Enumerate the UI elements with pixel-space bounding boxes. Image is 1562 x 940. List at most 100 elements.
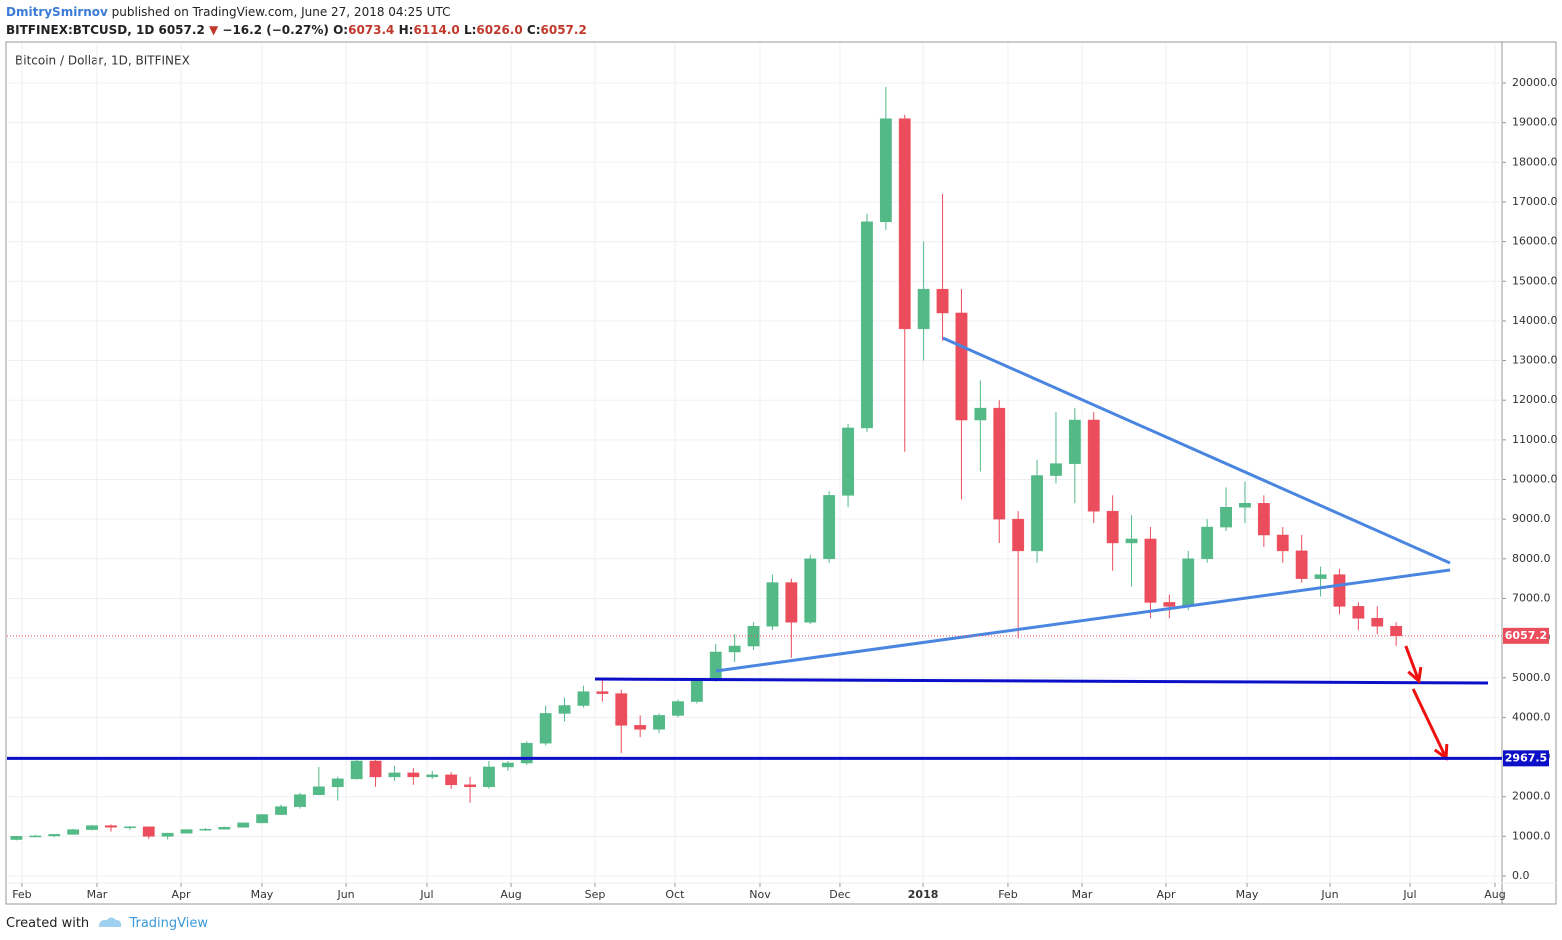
x-tick-label: Sep [585, 888, 606, 901]
y-tick-label: 12000.0 [1512, 393, 1558, 406]
x-tick-label: Mar [1072, 888, 1093, 901]
h-label: H: [398, 23, 414, 37]
arrow: ▼ [208, 23, 219, 37]
candle-body [1012, 518, 1025, 552]
candle-body [67, 829, 80, 835]
y-tick-label: 19000.0 [1512, 116, 1558, 129]
arrow [1404, 645, 1423, 684]
level-label-box [1503, 750, 1549, 767]
trend-line [594, 677, 1489, 685]
candle-body [426, 774, 439, 778]
candle-body [142, 826, 155, 837]
candle-body [747, 625, 760, 647]
h: 6114.0 [413, 23, 460, 37]
change: −16.2 (−0.27%) [222, 23, 329, 37]
candle-body [1390, 625, 1403, 637]
candle-body [331, 778, 344, 788]
logo [99, 917, 122, 927]
candle-body [294, 794, 306, 807]
footer: Created with TradingView [6, 913, 208, 931]
candle-body [275, 806, 287, 815]
header: DmitrySmirnov published on TradingView.c… [6, 3, 587, 39]
y-tick-label: 8000.0 [1512, 552, 1551, 565]
candle-body [974, 407, 987, 421]
candle-body [1333, 574, 1346, 607]
o-label: O: [333, 23, 349, 37]
frame [5, 41, 1557, 905]
x-tick-label: Oct [665, 888, 685, 901]
candle-body [596, 691, 609, 694]
candle-body [804, 558, 817, 623]
candle-body [936, 288, 949, 314]
l: 6026.0 [476, 23, 523, 37]
candle-body [993, 407, 1006, 520]
x-tick-label: Aug [500, 888, 521, 901]
trend-line [715, 568, 1451, 673]
last: 6057.2 [158, 23, 205, 37]
x-tick-label: Apr [1156, 888, 1176, 901]
candle-body [1050, 463, 1062, 476]
candle-body [1257, 503, 1270, 536]
candle-body [823, 495, 836, 560]
y-tick-label: 5000.0 [1512, 671, 1551, 684]
symbol: BITFINEX:BTCUSD, 1D [6, 23, 155, 37]
level-label: 2967.5 [1505, 751, 1547, 764]
candle-body [766, 582, 779, 627]
header-line2: BITFINEX:BTCUSD, 1D 6057.2 ▼ −16.2 (−0.2… [6, 21, 587, 39]
x-tick-label: Dec [829, 888, 850, 901]
y-tick-label: 1000.0 [1512, 829, 1551, 842]
l-label: L: [463, 23, 477, 37]
y-tick-label: 7000.0 [1512, 591, 1551, 604]
o: 6073.4 [348, 23, 395, 37]
candle-body [1220, 507, 1232, 528]
y-tick-label: 16000.0 [1512, 235, 1558, 248]
candle-body [1352, 606, 1365, 619]
candle-body [709, 651, 722, 680]
candle-body [10, 836, 23, 840]
x-tick-label: Nov [749, 888, 771, 901]
y-tick-label: 10000.0 [1512, 473, 1558, 486]
candle-body [1125, 538, 1138, 544]
candle-body [1068, 419, 1081, 464]
x-tick-label: Jun [336, 888, 354, 901]
created: Created with [6, 916, 90, 931]
candle-body [218, 826, 231, 830]
chart: Bitcoin / Dollar, 1D, BITFINEX 0.0 1000.0… [5, 41, 1558, 905]
candle-body [199, 828, 212, 831]
candle-body [558, 705, 571, 714]
price-label: 6057.2 [1505, 629, 1547, 642]
x-tick-label: May [251, 888, 274, 901]
x-tick-label: Apr [172, 888, 192, 901]
candle-body [785, 582, 798, 623]
candle-body [1163, 602, 1176, 607]
candle-body [898, 118, 911, 330]
candle-body [955, 312, 968, 421]
candle-body [1276, 534, 1289, 552]
candle-body [483, 766, 495, 788]
candle-body [161, 832, 174, 837]
candle-body [1201, 526, 1214, 560]
candle-body [672, 701, 684, 716]
y-tick-label: 4000.0 [1512, 710, 1551, 723]
author[interactable]: DmitrySmirnov [6, 5, 108, 19]
candle-body [388, 772, 401, 778]
candle-body [256, 814, 269, 824]
candle-body [501, 762, 514, 768]
price-label-box [1503, 627, 1549, 644]
candle-body [520, 742, 533, 764]
candle-body [1087, 419, 1100, 512]
y-tick-label: 0.0 [1512, 869, 1530, 882]
candle-body [615, 693, 628, 726]
candle-body [917, 288, 930, 330]
candle-body [1239, 503, 1251, 508]
candle-body [312, 786, 325, 795]
candle-body [842, 427, 854, 496]
candle-body [879, 118, 892, 223]
candle-body [539, 713, 552, 744]
x-tick-label: 2018 [908, 888, 939, 901]
candle-body [1371, 618, 1384, 627]
x-tick-label: Mar [87, 888, 108, 901]
brand[interactable]: TradingView [129, 916, 208, 931]
y-tick-label: 15000.0 [1512, 274, 1558, 287]
candle-body [1106, 510, 1119, 544]
